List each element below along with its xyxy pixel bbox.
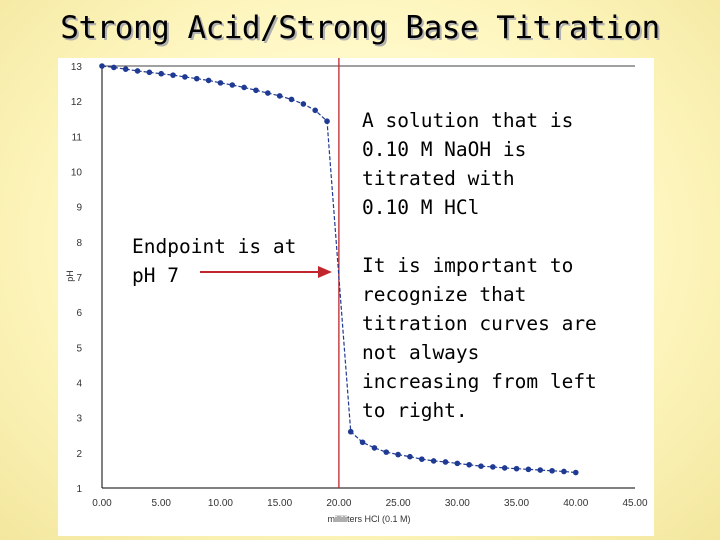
data-point — [205, 77, 212, 84]
y-axis-title: pH — [65, 270, 75, 282]
data-point — [182, 74, 188, 80]
data-point — [217, 80, 224, 86]
data-point — [324, 118, 330, 125]
x-tick-label: 35.00 — [504, 498, 529, 509]
data-point — [501, 465, 508, 471]
x-tick-label: 40.00 — [563, 498, 588, 509]
y-tick-label: 13 — [71, 62, 83, 73]
data-point — [490, 464, 496, 470]
y-tick-label: 11 — [72, 132, 83, 143]
data-point — [193, 75, 200, 82]
y-tick-label: 6 — [76, 308, 82, 319]
y-tick-label: 5 — [76, 343, 82, 354]
x-tick-label: 15.00 — [267, 498, 292, 509]
data-point — [454, 460, 461, 467]
data-point — [99, 63, 105, 69]
y-tick-label: 10 — [71, 168, 83, 179]
y-tick-label: 12 — [71, 97, 83, 108]
data-point — [513, 465, 520, 472]
x-tick-label: 25.00 — [386, 498, 411, 509]
data-point — [146, 69, 153, 76]
data-point — [111, 64, 117, 71]
x-tick-labels: 0.00 5.00 10.00 15.00 20.00 25.00 30.00 35.00 40… — [92, 498, 648, 509]
data-point — [572, 469, 579, 476]
y-tick-label: 1 — [76, 484, 82, 495]
data-point — [371, 445, 378, 451]
arrow-head — [318, 266, 332, 278]
data-point — [549, 467, 555, 474]
slide-title: Strong Acid/Strong Base Titration — [60, 10, 660, 46]
y-tick-label: 4 — [76, 379, 82, 390]
x-axis-title: milliliters HCl (0.1 M) — [328, 514, 411, 524]
data-point — [466, 461, 472, 468]
data-point — [312, 107, 318, 114]
data-point — [383, 449, 390, 455]
x-axis: 0.00 5.00 10.00 15.00 20.00 25.00 30.00 35.00 40… — [92, 65, 648, 524]
data-point — [430, 458, 437, 464]
data-point — [134, 68, 141, 74]
data-point — [253, 87, 259, 94]
y-tick-label: 9 — [76, 203, 82, 214]
x-tick-label: 0.00 — [92, 498, 112, 509]
titration-series — [99, 63, 579, 476]
data-point — [300, 101, 307, 107]
x-tick-label: 30.00 — [445, 498, 470, 509]
data-point — [276, 93, 283, 99]
y-tick-label: 7 — [76, 273, 82, 284]
x-tick-label: 20.00 — [326, 498, 351, 509]
data-point — [407, 453, 413, 460]
data-point — [122, 66, 129, 72]
endpoint-annotation: Endpoint is at pH 7 — [132, 235, 297, 287]
series-line — [101, 65, 576, 474]
x-tick-label: 45.00 — [622, 498, 647, 509]
data-point — [265, 90, 271, 96]
plot-panel: 1 2 3 4 5 6 7 8 9 10 11 12 13 pH 0.00 5.00 10.00 15.00 2… — [58, 58, 654, 536]
data-point — [478, 463, 484, 469]
data-point — [347, 428, 354, 435]
x-tick-label: 5.00 — [151, 498, 171, 509]
y-tick-label: 8 — [76, 238, 82, 249]
y-tick-label: 3 — [76, 414, 82, 425]
data-point — [158, 70, 165, 77]
data-point — [395, 451, 401, 458]
data-point — [229, 82, 236, 88]
data-point — [419, 456, 425, 462]
data-point — [359, 439, 366, 446]
endpoint-arrow — [200, 266, 332, 278]
important-annotation: It is important to recognize that titrat… — [362, 254, 597, 422]
data-point — [288, 96, 295, 103]
data-point — [442, 459, 449, 465]
x-tick-label: 10.00 — [208, 498, 233, 509]
solution-annotation: A solution that is 0.10 M NaOH is titrat… — [362, 109, 574, 219]
y-tick-label: 2 — [76, 449, 82, 460]
data-point — [561, 468, 567, 475]
data-point — [525, 466, 532, 473]
data-point — [170, 72, 176, 78]
data-point — [241, 84, 247, 91]
data-point — [537, 467, 544, 473]
